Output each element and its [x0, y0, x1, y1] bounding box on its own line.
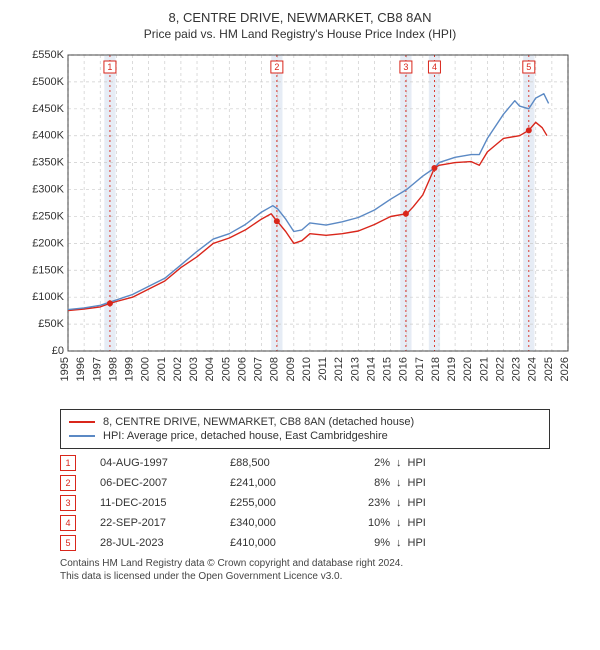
chart-title: 8, CENTRE DRIVE, NEWMARKET, CB8 8AN [10, 10, 590, 25]
svg-text:2025: 2025 [543, 357, 555, 381]
sale-marker: 1 [60, 455, 76, 471]
svg-text:2001: 2001 [156, 357, 168, 381]
sale-price: £88,500 [230, 457, 330, 469]
svg-text:2019: 2019 [446, 357, 458, 381]
sale-date: 06-DEC-2007 [100, 477, 230, 489]
down-arrow-icon: ↓ [396, 477, 402, 489]
sale-price: £255,000 [230, 497, 330, 509]
svg-text:£400K: £400K [32, 130, 64, 142]
svg-text:1999: 1999 [124, 357, 136, 381]
sale-date: 11-DEC-2015 [100, 497, 230, 509]
svg-text:£450K: £450K [32, 103, 64, 115]
svg-text:2018: 2018 [430, 357, 442, 381]
sale-price: £410,000 [230, 537, 330, 549]
svg-text:2014: 2014 [365, 357, 377, 381]
svg-text:2020: 2020 [462, 357, 474, 381]
svg-text:£0: £0 [52, 345, 64, 357]
down-arrow-icon: ↓ [396, 497, 402, 509]
sales-row: 5 28-JUL-2023£410,0009% ↓ HPI [60, 535, 550, 551]
sale-date: 28-JUL-2023 [100, 537, 230, 549]
sale-price: £241,000 [230, 477, 330, 489]
footer-line-1: Contains HM Land Registry data © Crown c… [60, 557, 550, 570]
sales-row: 2 06-DEC-2007£241,0008% ↓ HPI [60, 475, 550, 491]
svg-text:2021: 2021 [478, 357, 490, 381]
sale-diff: 2% [330, 457, 390, 469]
svg-text:2013: 2013 [349, 357, 361, 381]
svg-text:1: 1 [107, 62, 112, 72]
svg-text:3: 3 [403, 62, 408, 72]
sales-row: 1 04-AUG-1997£88,5002% ↓ HPI [60, 455, 550, 471]
down-arrow-icon: ↓ [396, 457, 402, 469]
footer-line-2: This data is licensed under the Open Gov… [60, 570, 550, 583]
svg-text:2004: 2004 [204, 357, 216, 381]
svg-text:2017: 2017 [414, 357, 426, 381]
legend-swatch [69, 435, 95, 437]
svg-text:1997: 1997 [91, 357, 103, 381]
legend: 8, CENTRE DRIVE, NEWMARKET, CB8 8AN (det… [60, 409, 550, 449]
svg-text:1996: 1996 [75, 357, 87, 381]
sale-diff: 23% [330, 497, 390, 509]
down-arrow-icon: ↓ [396, 517, 402, 529]
svg-text:2011: 2011 [317, 357, 329, 381]
svg-text:2003: 2003 [188, 357, 200, 381]
legend-label: HPI: Average price, detached house, East… [103, 430, 388, 442]
svg-text:2024: 2024 [527, 357, 539, 381]
sales-row: 3 11-DEC-2015£255,00023% ↓ HPI [60, 495, 550, 511]
svg-text:£350K: £350K [32, 157, 64, 169]
svg-text:2015: 2015 [382, 357, 394, 381]
sale-hpi-label: HPI [408, 517, 426, 529]
sale-marker: 5 [60, 535, 76, 551]
svg-text:£300K: £300K [32, 184, 64, 196]
sale-diff: 8% [330, 477, 390, 489]
svg-text:2012: 2012 [333, 357, 345, 381]
svg-text:£550K: £550K [32, 49, 64, 61]
sale-hpi-label: HPI [408, 477, 426, 489]
svg-text:£100K: £100K [32, 291, 64, 303]
svg-text:2006: 2006 [236, 357, 248, 381]
svg-text:2005: 2005 [220, 357, 232, 381]
svg-text:2002: 2002 [172, 357, 184, 381]
svg-text:£150K: £150K [32, 264, 64, 276]
sale-price: £340,000 [230, 517, 330, 529]
sale-date: 04-AUG-1997 [100, 457, 230, 469]
footer-note: Contains HM Land Registry data © Crown c… [60, 557, 550, 583]
sale-hpi-label: HPI [408, 497, 426, 509]
sale-hpi-label: HPI [408, 537, 426, 549]
chart-subtitle: Price paid vs. HM Land Registry's House … [10, 27, 590, 41]
sale-diff: 9% [330, 537, 390, 549]
sales-row: 4 22-SEP-2017£340,00010% ↓ HPI [60, 515, 550, 531]
svg-text:2023: 2023 [511, 357, 523, 381]
sale-marker: 4 [60, 515, 76, 531]
sale-marker: 3 [60, 495, 76, 511]
sale-date: 22-SEP-2017 [100, 517, 230, 529]
svg-text:1998: 1998 [107, 357, 119, 381]
svg-text:£250K: £250K [32, 210, 64, 222]
down-arrow-icon: ↓ [396, 537, 402, 549]
legend-swatch [69, 421, 95, 423]
legend-item: HPI: Average price, detached house, East… [69, 430, 541, 442]
svg-text:£200K: £200K [32, 237, 64, 249]
legend-label: 8, CENTRE DRIVE, NEWMARKET, CB8 8AN (det… [103, 416, 414, 428]
chart-container: 8, CENTRE DRIVE, NEWMARKET, CB8 8AN Pric… [10, 10, 590, 583]
svg-text:2009: 2009 [285, 357, 297, 381]
svg-text:£50K: £50K [38, 318, 64, 330]
svg-text:2022: 2022 [494, 357, 506, 381]
svg-text:1995: 1995 [59, 357, 71, 381]
svg-text:2008: 2008 [269, 357, 281, 381]
svg-text:2016: 2016 [398, 357, 410, 381]
svg-text:2026: 2026 [559, 357, 571, 381]
svg-text:2010: 2010 [301, 357, 313, 381]
sales-table: 104-AUG-1997£88,5002% ↓ HPI206-DEC-2007£… [60, 455, 550, 551]
sale-diff: 10% [330, 517, 390, 529]
price-chart: 1 2 3 4 5 £0 £50K £100K £150K £200K £250K £300K £350… [20, 49, 580, 399]
svg-text:£500K: £500K [32, 76, 64, 88]
svg-text:5: 5 [526, 62, 531, 72]
svg-text:4: 4 [432, 62, 437, 72]
sale-hpi-label: HPI [408, 457, 426, 469]
svg-text:2000: 2000 [140, 357, 152, 381]
svg-text:2: 2 [274, 62, 279, 72]
legend-item: 8, CENTRE DRIVE, NEWMARKET, CB8 8AN (det… [69, 416, 541, 428]
sale-marker: 2 [60, 475, 76, 491]
svg-text:2007: 2007 [253, 357, 265, 381]
